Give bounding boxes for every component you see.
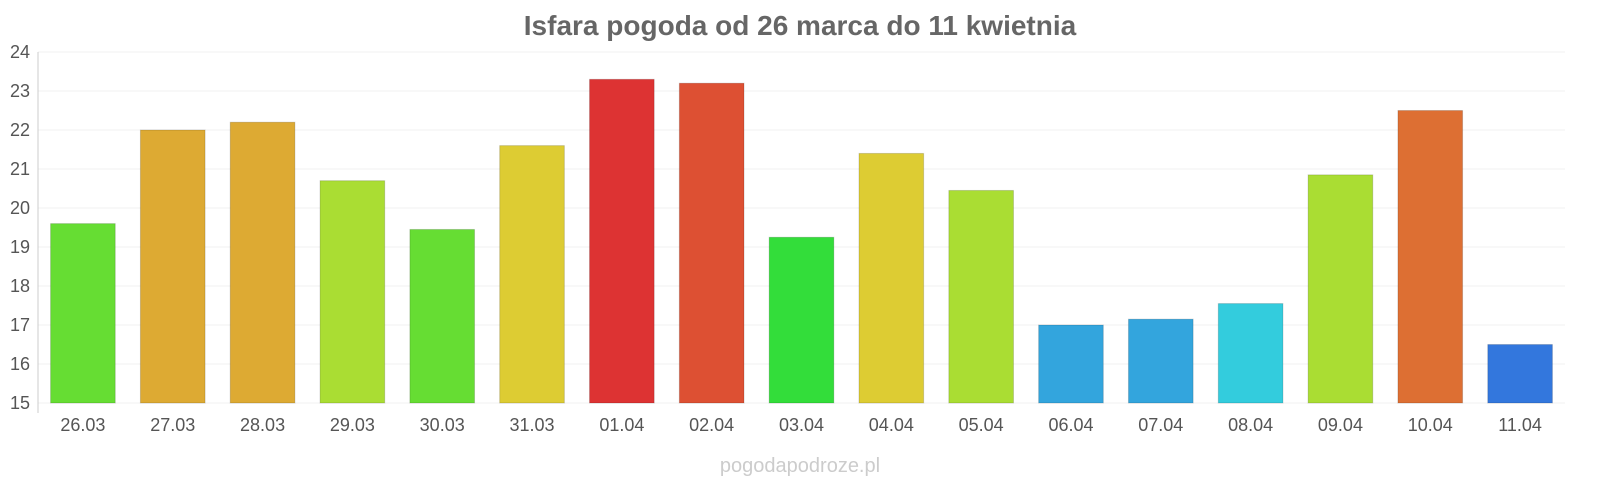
bar-31.03 <box>499 145 565 404</box>
x-tick-label: 03.04 <box>779 415 824 435</box>
bar-01.04 <box>589 78 655 404</box>
bar-30.03 <box>409 228 476 404</box>
x-tick-label: 06.04 <box>1048 415 1093 435</box>
bar-08.04 <box>1217 303 1284 404</box>
bars <box>50 78 1553 404</box>
y-tick-label: 18 <box>10 276 30 296</box>
x-tick-label: 27.03 <box>150 415 195 435</box>
y-tick-label: 15 <box>10 393 30 413</box>
bar-07.04 <box>1127 318 1194 404</box>
x-tick-label: 02.04 <box>689 415 734 435</box>
x-tick-label: 11.04 <box>1498 415 1542 435</box>
bar-28.03 <box>229 121 296 404</box>
y-tick-label: 16 <box>10 354 30 374</box>
y-tick-label: 21 <box>10 159 30 179</box>
bar-29.03 <box>319 180 386 404</box>
y-tick-label: 19 <box>10 237 30 257</box>
bar-09.04 <box>1307 174 1374 404</box>
bar-26.03 <box>50 223 116 404</box>
x-tick-label: 08.04 <box>1228 415 1273 435</box>
y-tick-label: 20 <box>10 198 30 218</box>
bar-11.04 <box>1487 344 1553 404</box>
x-tick-label: 01.04 <box>599 415 644 435</box>
x-tick-label: 29.03 <box>330 415 375 435</box>
bar-05.04 <box>948 189 1014 404</box>
y-tick-label: 24 <box>10 42 30 62</box>
x-tick-label: 28.03 <box>240 415 285 435</box>
bar-02.04 <box>678 82 745 404</box>
x-tick-label: 26.03 <box>60 415 105 435</box>
x-tick-label: 30.03 <box>420 415 465 435</box>
bar-10.04 <box>1397 110 1464 404</box>
bar-04.04 <box>858 152 925 404</box>
y-tick-label: 17 <box>10 315 30 335</box>
x-axis: 26.03 27.03 28.03 29.03 30.03 31.03 01.04 02.04… <box>60 415 1542 435</box>
y-axis: 15 16 17 18 19 20 21 22 23 24 <box>10 42 30 413</box>
y-tick-label: 23 <box>10 81 30 101</box>
bar-06.04 <box>1038 324 1104 404</box>
footer-watermark: pogodapodroze.pl <box>720 455 880 477</box>
bar-03.04 <box>768 236 835 404</box>
x-tick-label: 07.04 <box>1138 415 1183 435</box>
bar-27.03 <box>139 129 206 404</box>
x-tick-label: 05.04 <box>959 415 1004 435</box>
x-tick-label: 10.04 <box>1408 415 1453 435</box>
y-tick-label: 22 <box>10 120 30 140</box>
x-tick-label: 04.04 <box>869 415 914 435</box>
x-tick-label: 31.03 <box>510 415 555 435</box>
chart-title: Isfara pogoda od 26 marca do 11 kwietnia <box>524 10 1077 41</box>
x-tick-label: 09.04 <box>1318 415 1363 435</box>
